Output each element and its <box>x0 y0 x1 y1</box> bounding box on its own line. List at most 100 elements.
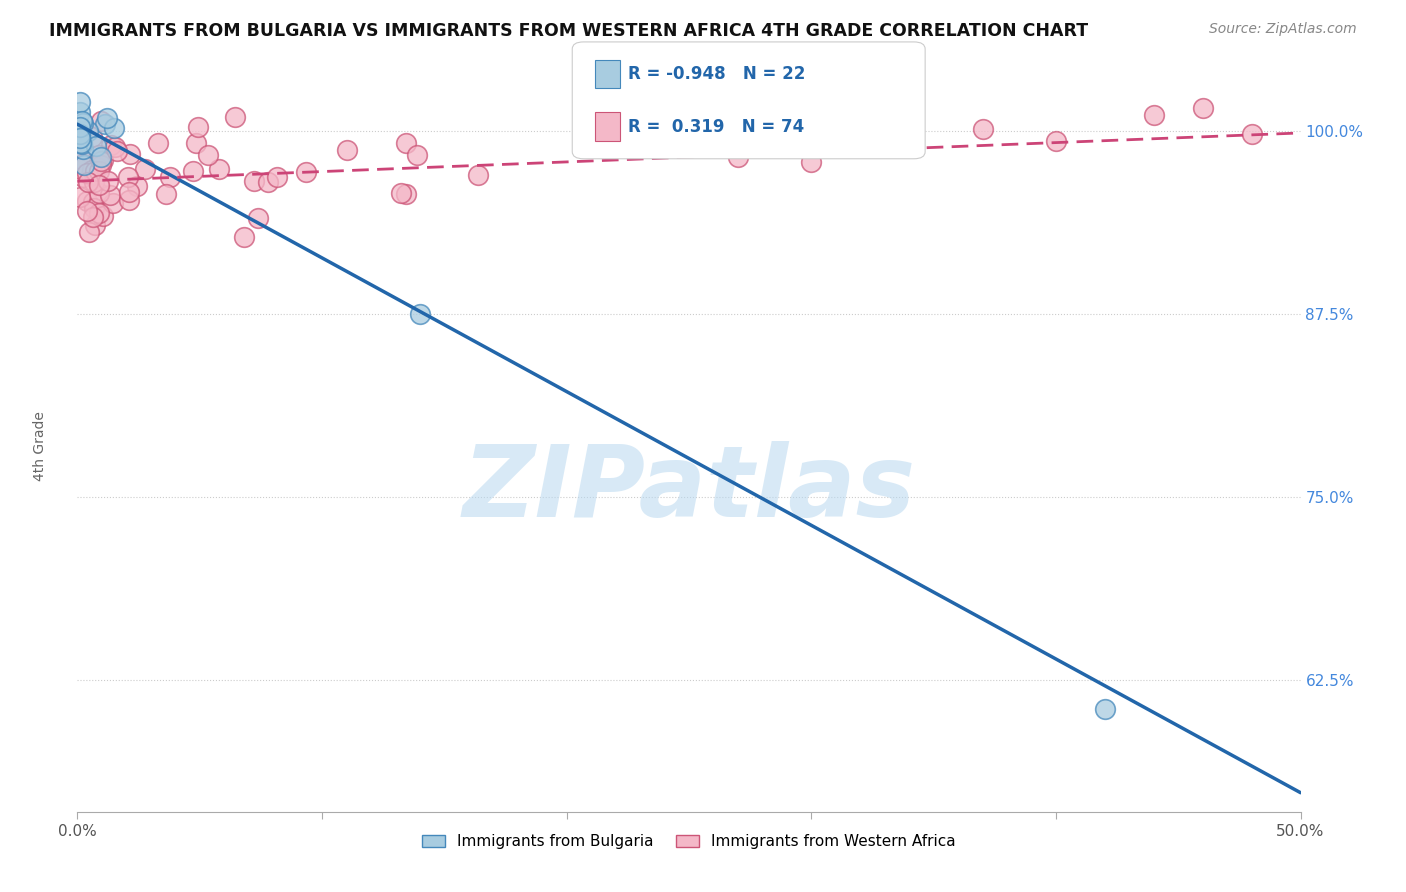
Point <box>72 116 94 130</box>
Point <box>101 195 124 210</box>
Point <box>84 163 107 178</box>
Point <box>89 164 111 178</box>
Point <box>336 143 359 157</box>
Point <box>70 161 93 176</box>
Point <box>184 136 207 150</box>
Point <box>69 128 91 142</box>
Point <box>80 169 103 183</box>
Point <box>246 211 269 225</box>
Point <box>100 138 122 153</box>
Point <box>94 117 117 131</box>
Legend: Immigrants from Bulgaria, Immigrants from Western Africa: Immigrants from Bulgaria, Immigrants fro… <box>416 828 962 855</box>
Point <box>295 165 318 179</box>
Point <box>103 121 125 136</box>
Point <box>242 174 264 188</box>
Point <box>77 225 100 239</box>
Point <box>70 114 93 128</box>
Point <box>83 218 105 232</box>
Point <box>84 139 107 153</box>
Point <box>86 160 108 174</box>
Point <box>87 148 110 162</box>
Point <box>82 130 104 145</box>
Point <box>134 161 156 176</box>
Point <box>82 210 104 224</box>
Point <box>69 135 91 149</box>
Point <box>72 170 94 185</box>
Point <box>91 153 114 167</box>
Text: IMMIGRANTS FROM BULGARIA VS IMMIGRANTS FROM WESTERN AFRICA 4TH GRADE CORRELATION: IMMIGRANTS FROM BULGARIA VS IMMIGRANTS F… <box>49 22 1088 40</box>
Point <box>117 170 139 185</box>
Point <box>89 178 111 192</box>
Point <box>232 229 254 244</box>
Point <box>98 188 121 202</box>
Point <box>395 187 418 202</box>
Point <box>77 124 100 138</box>
Point <box>90 153 112 168</box>
Point <box>70 136 93 151</box>
Point <box>409 307 432 321</box>
Y-axis label: 4th Grade: 4th Grade <box>32 411 46 481</box>
Point <box>90 150 112 164</box>
Point <box>972 122 994 136</box>
Point <box>82 194 104 209</box>
Point <box>69 126 91 140</box>
Point <box>727 150 749 164</box>
Point <box>69 120 91 135</box>
Point <box>159 169 181 184</box>
Point <box>97 174 120 188</box>
Point <box>127 178 149 193</box>
Point <box>69 136 91 151</box>
Point <box>70 152 93 166</box>
Text: R = -0.948   N = 22: R = -0.948 N = 22 <box>628 65 806 83</box>
Point <box>73 158 96 172</box>
Point <box>208 161 231 176</box>
Point <box>873 127 896 141</box>
Point <box>1191 102 1213 116</box>
Point <box>76 194 98 209</box>
Point <box>87 186 110 201</box>
Point <box>187 120 209 134</box>
Point <box>69 95 91 110</box>
Point <box>76 204 98 219</box>
Point <box>80 162 103 177</box>
Point <box>104 139 127 153</box>
Point <box>70 133 93 147</box>
Text: ZIPatlas: ZIPatlas <box>463 442 915 539</box>
Point <box>155 187 177 202</box>
Point <box>90 113 112 128</box>
Point <box>107 144 129 158</box>
Point <box>87 205 110 219</box>
Point <box>76 166 98 180</box>
Point <box>69 131 91 145</box>
Point <box>72 142 94 156</box>
Point <box>118 186 141 200</box>
Point <box>120 147 142 161</box>
Point <box>224 110 246 124</box>
Point <box>72 156 94 170</box>
Point <box>405 148 427 162</box>
Point <box>96 112 118 126</box>
Text: R =  0.319   N = 74: R = 0.319 N = 74 <box>628 118 804 136</box>
Point <box>1240 127 1263 141</box>
Point <box>389 186 412 200</box>
Point <box>1143 108 1166 122</box>
Point <box>1045 134 1067 148</box>
Point <box>467 168 489 182</box>
Point <box>69 104 91 119</box>
Point <box>1094 702 1116 716</box>
Point <box>257 175 280 189</box>
Point <box>395 136 418 150</box>
Point <box>118 193 141 207</box>
Point <box>77 176 100 190</box>
Point <box>90 157 112 171</box>
Point <box>183 163 205 178</box>
Point <box>83 201 105 215</box>
Point <box>80 168 103 182</box>
Point <box>91 209 114 223</box>
Point <box>146 136 169 150</box>
Point <box>197 148 219 162</box>
Text: Source: ZipAtlas.com: Source: ZipAtlas.com <box>1209 22 1357 37</box>
Point <box>69 190 91 204</box>
Point <box>266 169 288 184</box>
Point <box>605 140 627 154</box>
